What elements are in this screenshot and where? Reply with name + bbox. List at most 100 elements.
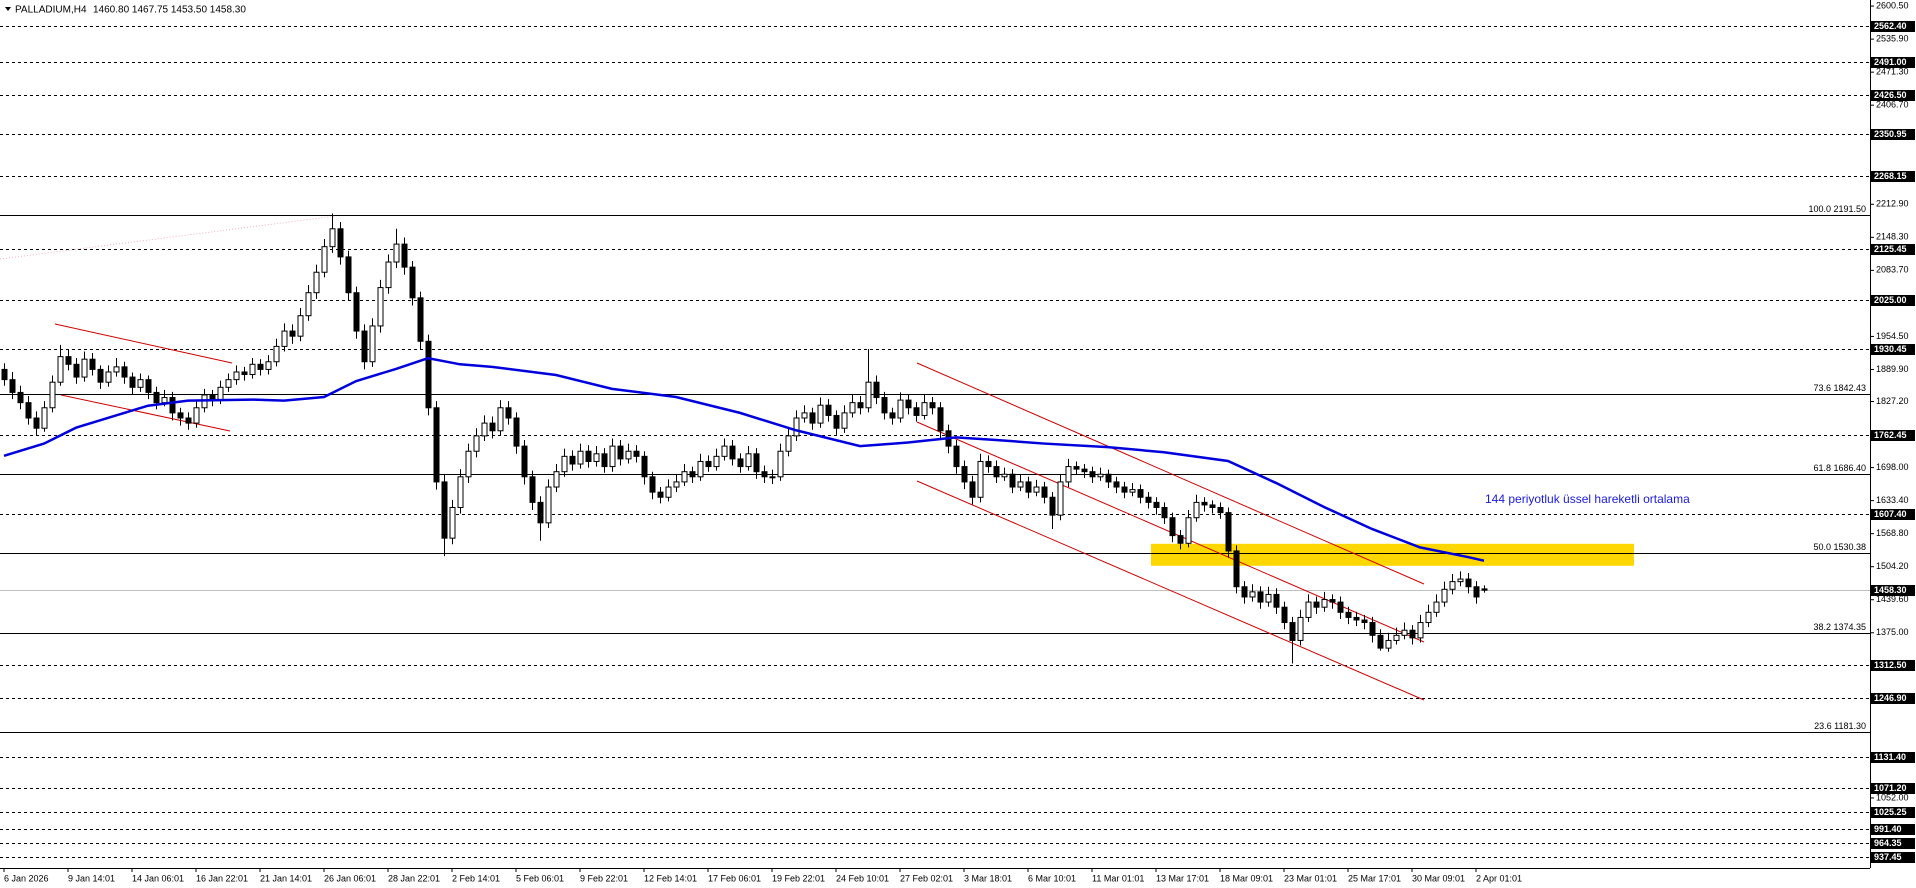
- candle-body: [401, 243, 408, 268]
- x-tick-label: 18 Mar 09:01: [1220, 873, 1273, 883]
- x-tick-label: 17 Feb 06:01: [708, 873, 761, 883]
- candle-body: [473, 435, 480, 452]
- candle-body: [281, 330, 288, 347]
- candle-body: [1481, 588, 1488, 591]
- candle-body: [521, 445, 528, 478]
- ohlc-header: 1460.80 1467.75 1453.50 1458.30: [93, 5, 246, 16]
- candle-body: [721, 445, 728, 457]
- price-label-box: [1871, 21, 1915, 32]
- candle-body: [433, 407, 440, 483]
- x-tick-label: 9 Jan 14:01: [68, 873, 115, 883]
- candle-body: [1065, 466, 1072, 483]
- candle-body: [921, 402, 928, 416]
- x-tick-label: 24 Feb 10:01: [836, 873, 889, 883]
- candle-body: [505, 407, 512, 419]
- candle-body: [617, 445, 624, 460]
- price-label: 2562.40: [1874, 21, 1907, 31]
- fib-label: 50.0 1530.38: [1813, 542, 1866, 552]
- x-tick-label: 27 Feb 02:01: [900, 873, 953, 883]
- candle-body: [577, 450, 584, 465]
- candle-body: [673, 481, 680, 488]
- price-label: 2268.15: [1874, 171, 1907, 181]
- candle-body: [81, 358, 88, 378]
- candle-body: [993, 466, 1000, 478]
- candle-body: [1049, 496, 1056, 516]
- candle-body: [1401, 629, 1408, 636]
- price-label-box: [1871, 660, 1915, 671]
- channel-line: [60, 394, 231, 432]
- candle-body: [961, 466, 968, 483]
- candle-body: [457, 476, 464, 508]
- candle-body: [833, 414, 840, 429]
- candle-body: [1465, 578, 1472, 588]
- candle-body: [1001, 473, 1008, 478]
- candle-body: [57, 356, 64, 383]
- candle-body: [777, 450, 784, 478]
- candle-body: [769, 476, 776, 479]
- candle-body: [841, 412, 848, 429]
- candle-body: [265, 361, 272, 370]
- candle-body: [1057, 481, 1064, 516]
- x-tick-label: 9 Feb 22:01: [580, 873, 628, 883]
- candle-body: [449, 506, 456, 539]
- candle-body: [737, 458, 744, 468]
- candle-body: [89, 358, 96, 370]
- candle-body: [233, 371, 240, 381]
- price-label-box: [1871, 752, 1915, 763]
- candle-body: [361, 330, 368, 363]
- candle-body: [609, 445, 616, 468]
- candle-body: [1145, 496, 1152, 503]
- candle-body: [1137, 489, 1144, 498]
- candle-body: [1457, 578, 1464, 583]
- candle-body: [321, 246, 328, 273]
- candle-body: [1297, 616, 1304, 641]
- fib-label: 61.8 1686.40: [1813, 463, 1866, 473]
- candle-body: [657, 491, 664, 498]
- x-tick-label: 26 Jan 06:01: [324, 873, 376, 883]
- candle-body: [705, 460, 712, 468]
- candle-body: [73, 363, 80, 378]
- x-tick-label: 30 Mar 09:01: [1412, 873, 1465, 883]
- x-tick-label: 28 Jan 22:01: [388, 873, 440, 883]
- x-tick-label: 19 Feb 22:01: [772, 873, 825, 883]
- price-label-box: [1871, 838, 1915, 849]
- candle-body: [1281, 606, 1288, 624]
- candle-body: [1305, 601, 1312, 618]
- candle-body: [1, 368, 8, 381]
- fib-label: 100.0 2191.50: [1808, 204, 1866, 214]
- candle-body: [1313, 601, 1320, 608]
- candle-body: [297, 315, 304, 337]
- candle-body: [601, 453, 608, 468]
- x-tick-label: 12 Feb 14:01: [644, 873, 697, 883]
- candle-body: [1009, 473, 1016, 488]
- candle-body: [1041, 486, 1048, 498]
- candle-body: [1017, 481, 1024, 488]
- price-label: 1025.25: [1874, 807, 1907, 817]
- candle-body: [497, 407, 504, 432]
- candle-body: [1377, 634, 1384, 649]
- candle-body: [953, 445, 960, 468]
- menu-triangle[interactable]: [5, 7, 11, 11]
- candle-body: [913, 407, 920, 416]
- candle-body: [1265, 593, 1272, 603]
- candle-body: [289, 330, 296, 337]
- price-label-box: [1871, 509, 1915, 520]
- candle-body: [1089, 471, 1096, 478]
- candle-body: [681, 471, 688, 483]
- candle-body: [121, 366, 128, 378]
- candle-body: [345, 256, 352, 294]
- candle-body: [353, 292, 360, 332]
- x-tick-label: 23 Mar 01:01: [1284, 873, 1337, 883]
- price-label: 1607.40: [1874, 509, 1907, 519]
- candle-body: [329, 228, 336, 248]
- price-label-box: [1871, 693, 1915, 704]
- candle-body: [1353, 616, 1360, 621]
- candle-body: [785, 435, 792, 452]
- candle-body: [393, 243, 400, 263]
- candle-body: [113, 366, 120, 373]
- price-label-box: [1871, 852, 1915, 863]
- y-tick-label: 1827.20: [1876, 396, 1909, 406]
- candle-body: [529, 476, 536, 503]
- candle-body: [241, 371, 248, 376]
